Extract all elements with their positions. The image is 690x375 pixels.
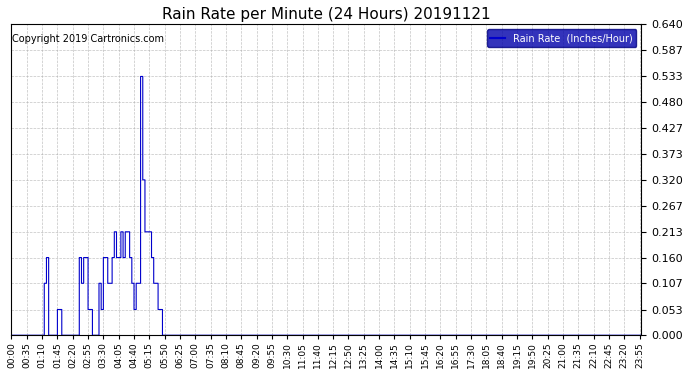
Text: Copyright 2019 Cartronics.com: Copyright 2019 Cartronics.com: [12, 34, 164, 44]
Title: Rain Rate per Minute (24 Hours) 20191121: Rain Rate per Minute (24 Hours) 20191121: [162, 7, 491, 22]
Legend: Rain Rate  (Inches/Hour): Rain Rate (Inches/Hour): [486, 29, 636, 47]
